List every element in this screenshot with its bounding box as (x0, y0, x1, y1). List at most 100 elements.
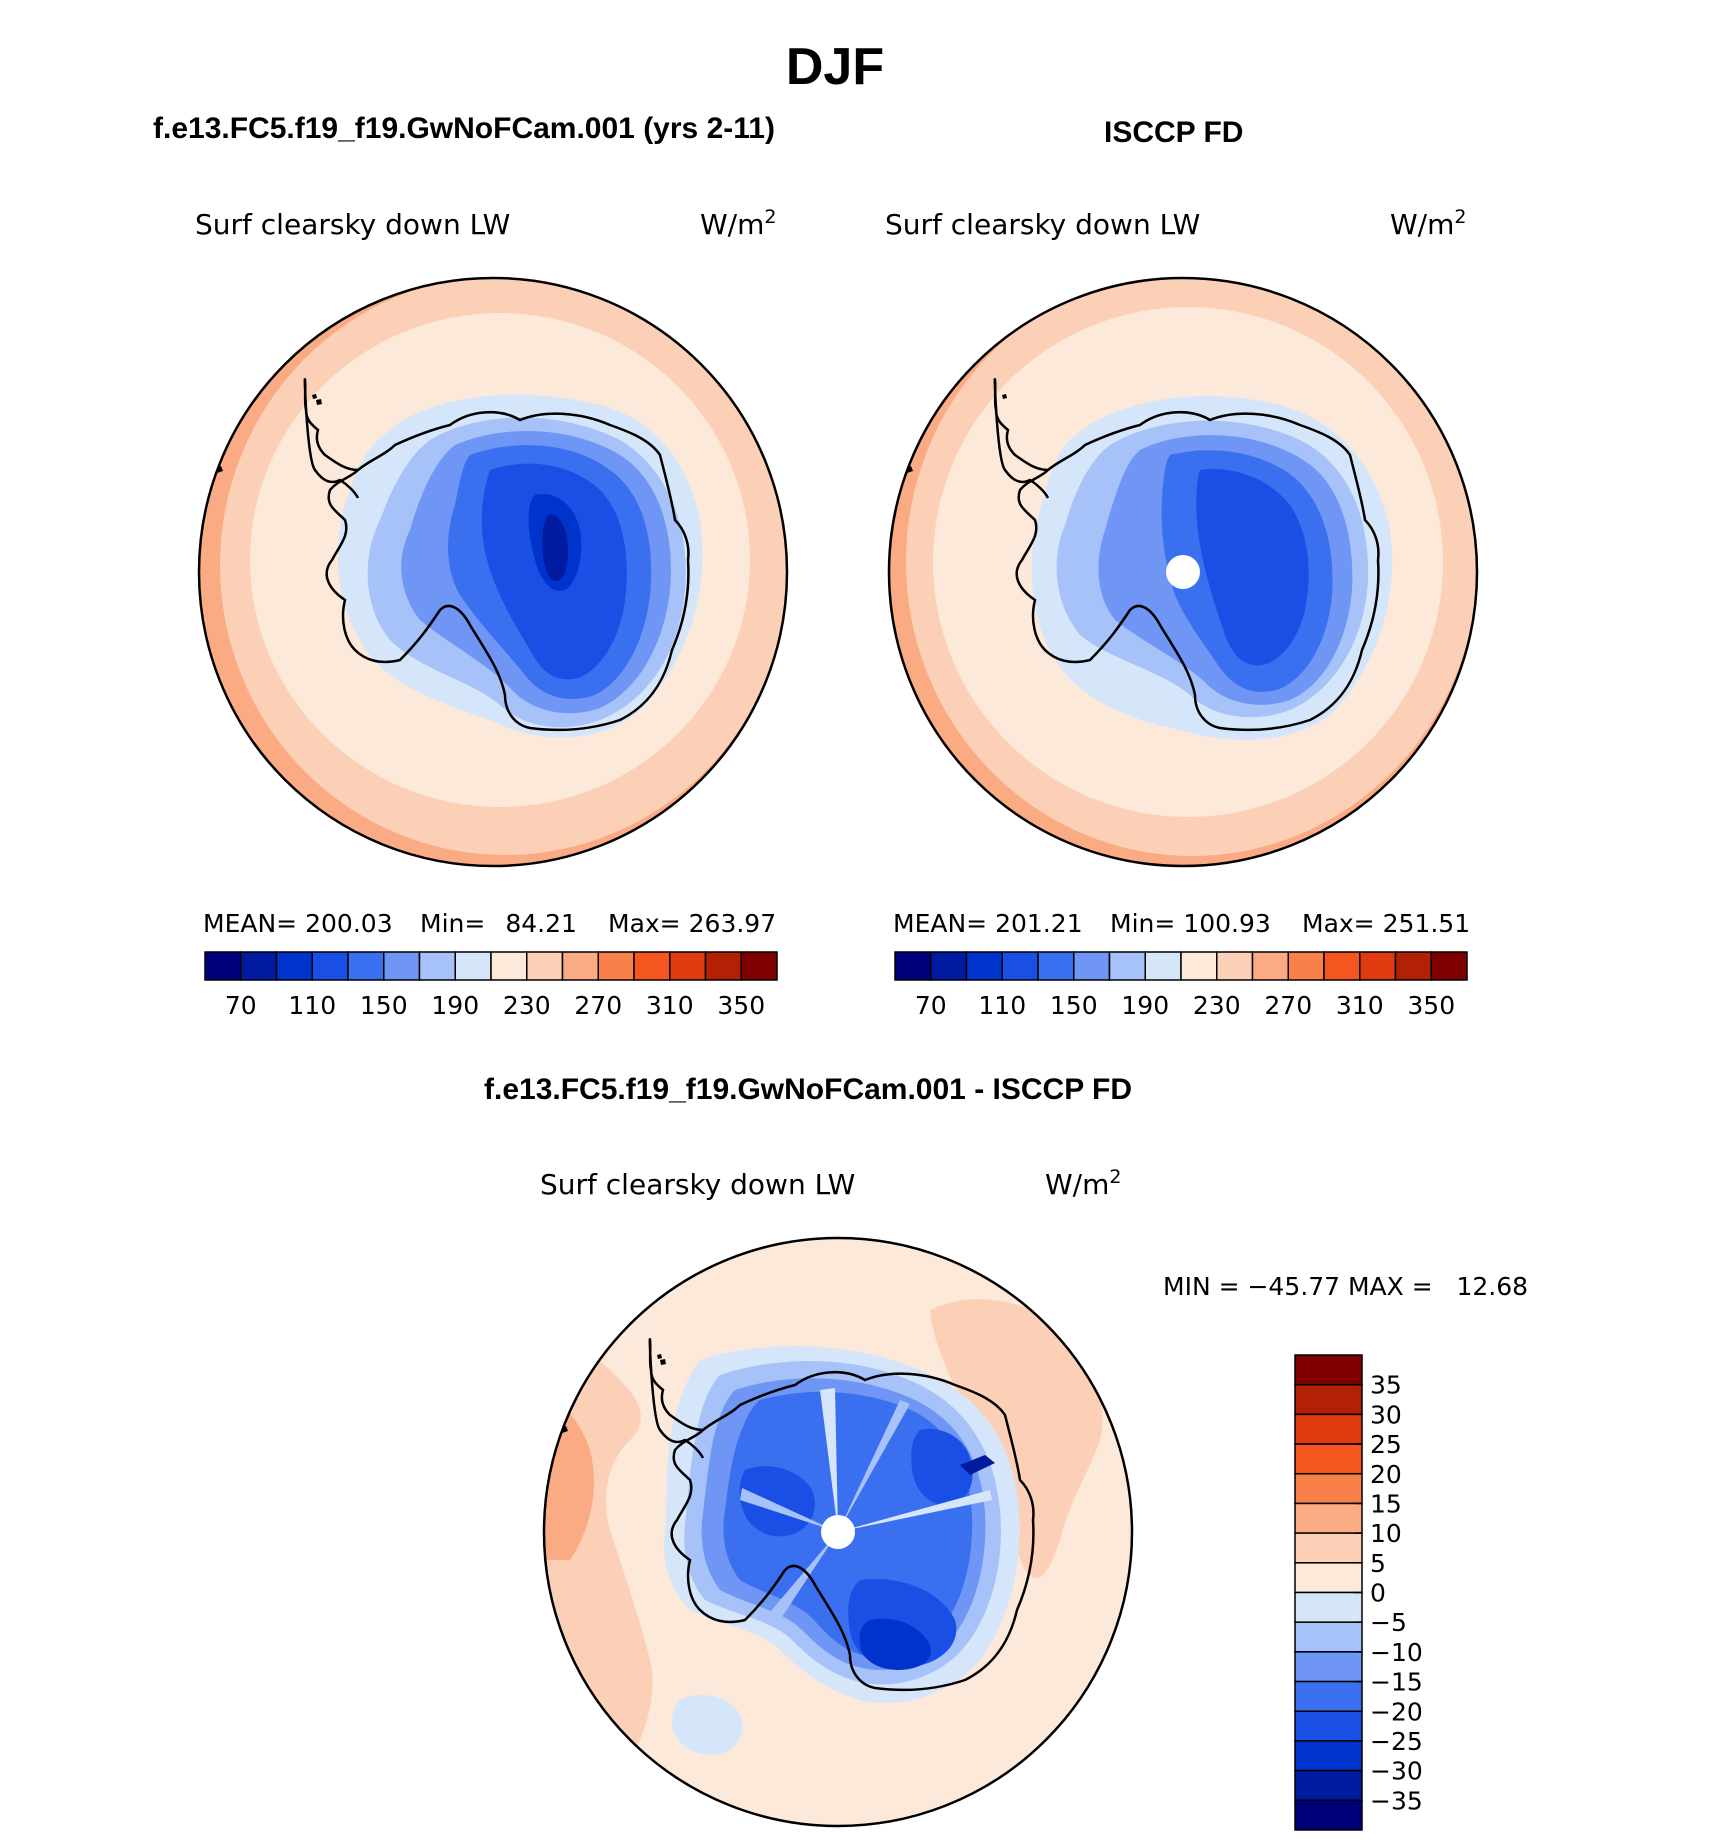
colorbar-tick-label: −35 (1370, 1786, 1423, 1815)
colorbar-tick-label: 110 (288, 991, 336, 1020)
colorbar-tick-label: 5 (1370, 1549, 1386, 1578)
colorbar-segment (1430, 951, 1468, 981)
colorbar-segment (1294, 1413, 1363, 1445)
model-island-3 (316, 399, 322, 405)
colorbar-segment (1294, 1710, 1363, 1742)
diff-light-streak-4 (770, 1532, 838, 1620)
model-variable-label: Surf clearsky down LW (195, 208, 510, 241)
diff-units-label: W/m2 (1045, 1166, 1122, 1201)
obs-peninsula-coast (993, 378, 1050, 499)
diff-light-streak-2 (740, 1488, 838, 1532)
colorbar-segment (1359, 951, 1397, 981)
colorbar-tick-label: 270 (1264, 991, 1312, 1020)
model-map (199, 278, 787, 866)
colorbar-segment (1180, 951, 1218, 981)
diff-colorbar (1294, 1354, 1363, 1831)
colorbar-segment (1294, 1383, 1363, 1416)
colorbar-segment (894, 951, 932, 981)
colorbar-segment (1001, 951, 1039, 981)
colorbar-tick-label: −30 (1370, 1757, 1423, 1786)
obs-colorbar (894, 951, 1468, 981)
model-core (542, 514, 568, 582)
diff-panel-heading: f.e13.FC5.f19_f19.GwNoFCam.001 - ISCCP F… (484, 1073, 1132, 1106)
colorbar-segment (1073, 951, 1111, 981)
obs-panel-heading: ISCCP FD (1104, 116, 1243, 149)
colorbar-segment (1251, 951, 1289, 981)
diff-panel: Surf clearsky down LW W/m2 MIN = −45.77 … (540, 1166, 1528, 1831)
obs-pole-hole (1166, 555, 1200, 589)
colorbar-segment (704, 951, 742, 981)
model-panel: Surf clearsky down LW W/m2 MEAN= 200.03 M… (195, 206, 789, 1020)
model-island-1 (312, 394, 317, 399)
colorbar-tick-label: 110 (978, 991, 1026, 1020)
colorbar-segment (454, 951, 492, 981)
colorbar-tick-label: 230 (1193, 991, 1241, 1020)
diff-pole-hole (821, 1515, 855, 1549)
diff-units-exponent: 2 (1109, 1166, 1121, 1188)
colorbar-tick-label: 230 (503, 991, 551, 1020)
colorbar-segment (1294, 1532, 1363, 1564)
diff-min-max-stats: MIN = −45.77 MAX = 12.68 (1163, 1272, 1528, 1301)
diff-map (544, 1238, 1132, 1826)
colorbar-tick-label: −5 (1370, 1608, 1407, 1637)
colorbar-segment (1294, 1740, 1363, 1772)
colorbar-segment (275, 951, 313, 981)
obs-units-base: W/m (1390, 208, 1454, 241)
colorbar-segment (1294, 1651, 1363, 1683)
colorbar-tick-label: 35 (1370, 1371, 1402, 1400)
colorbar-segment (240, 951, 278, 981)
colorbar-segment (1294, 1799, 1363, 1831)
obs-map-outline (887, 276, 1479, 868)
colorbar-segment (1294, 1621, 1363, 1653)
colorbar-segment (740, 951, 778, 981)
diff-units-base: W/m (1045, 1168, 1109, 1201)
colorbar-tick-label: 20 (1370, 1460, 1402, 1489)
colorbar-tick-label: 15 (1370, 1489, 1402, 1518)
obs-variable-label: Surf clearsky down LW (885, 208, 1200, 241)
diff-light-streak-5 (838, 1400, 910, 1532)
colorbar-tick-label: 0 (1370, 1579, 1386, 1608)
colorbar-tick-label: 270 (574, 991, 622, 1020)
colorbar-tick-label: −15 (1370, 1668, 1423, 1697)
obs-units-exponent: 2 (1454, 206, 1466, 228)
colorbar-segment (1287, 951, 1325, 981)
main-title: DJF (786, 38, 884, 96)
obs-island-1 (1002, 394, 1007, 399)
colorbar-segment (1394, 951, 1432, 981)
colorbar-segment (597, 951, 635, 981)
colorbar-tick-label: 310 (1336, 991, 1384, 1020)
colorbar-segment (418, 951, 456, 981)
colorbar-segment (930, 951, 968, 981)
colorbar-tick-label: 310 (646, 991, 694, 1020)
diff-antarctica-coastline (670, 1370, 1035, 1692)
colorbar-segment (1294, 1680, 1363, 1712)
model-units-label: W/m2 (700, 206, 777, 241)
colorbar-tick-label: 350 (717, 991, 765, 1020)
model-units-base: W/m (700, 208, 764, 241)
colorbar-tick-label: 150 (360, 991, 408, 1020)
diff-light-streak-1 (820, 1388, 838, 1532)
colorbar-segment (1294, 1354, 1363, 1386)
colorbar-segment (1037, 951, 1075, 981)
diff-map-outline (542, 1236, 1134, 1828)
model-antarctica-coastline (325, 410, 690, 732)
obs-panel: Surf clearsky down LW W/m2 MEAN= 201.21 M… (885, 206, 1479, 1020)
diff-peninsula-coast (648, 1338, 705, 1459)
diff-band-neg20-east (911, 1429, 973, 1505)
diff-variable-label: Surf clearsky down LW (540, 1168, 855, 1201)
colorbar-segment (1323, 951, 1361, 981)
model-units-exponent: 2 (764, 206, 776, 228)
obs-stats-min: Min= 100.93 (1110, 909, 1271, 938)
obs-units-label: W/m2 (1390, 206, 1467, 241)
model-stats-max: Max= 263.97 (608, 909, 776, 938)
colorbar-tick-label: 350 (1407, 991, 1455, 1020)
colorbar-segment (1294, 1769, 1363, 1802)
model-map-outline (197, 276, 789, 868)
colorbar-segment (490, 951, 528, 981)
colorbar-tick-label: 150 (1050, 991, 1098, 1020)
colorbar-tick-label: 70 (915, 991, 947, 1020)
colorbar-tick-label: 30 (1370, 1400, 1402, 1429)
diff-island-1 (657, 1354, 662, 1359)
